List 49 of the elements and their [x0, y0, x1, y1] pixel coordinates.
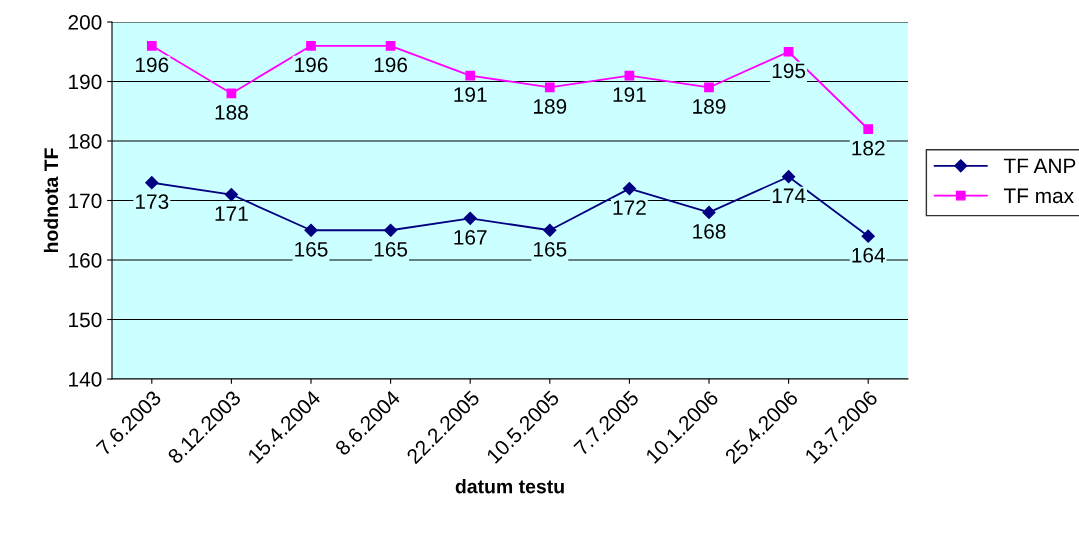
- point: [145, 176, 159, 190]
- data-label: 173: [136, 194, 169, 210]
- point: [861, 229, 875, 243]
- data-label: 168: [693, 224, 726, 239]
- point: [224, 187, 238, 202]
- data-label: 191: [613, 87, 646, 102]
- point: [544, 82, 555, 93]
- y-tick-label: 140: [69, 372, 102, 387]
- data-label: 171: [215, 206, 248, 221]
- y-axis-title: hodnota TF: [43, 148, 59, 253]
- point: [306, 40, 316, 51]
- y-tick-label: 160: [69, 253, 102, 268]
- y-tick-label: 150: [69, 312, 102, 328]
- data-label: 165: [295, 241, 328, 257]
- data-label: 195: [772, 63, 806, 79]
- y-tick-label: 170: [69, 193, 102, 209]
- point: [702, 205, 716, 219]
- data-label: 172: [613, 200, 646, 215]
- data-label: 165: [374, 241, 408, 257]
- point: [304, 223, 318, 237]
- point: [622, 182, 636, 196]
- data-label: 188: [215, 105, 248, 120]
- data-label: 196: [295, 57, 328, 73]
- data-label: 191: [454, 87, 487, 102]
- data-label: 196: [136, 57, 169, 73]
- point: [463, 211, 477, 225]
- point: [146, 40, 157, 51]
- legend-label: TF max: [1003, 188, 1074, 204]
- point: [384, 223, 398, 237]
- y-tick-label: 190: [69, 74, 102, 90]
- point: [543, 223, 557, 237]
- data-label: 174: [772, 188, 806, 203]
- data-label: 196: [374, 57, 408, 73]
- data-label: 165: [534, 241, 567, 257]
- y-tick-label: 180: [69, 134, 102, 149]
- data-label: 189: [534, 99, 567, 114]
- point: [465, 70, 476, 81]
- data-label: 189: [693, 99, 726, 114]
- point: [704, 82, 714, 93]
- point: [863, 124, 874, 134]
- data-label: 167: [454, 230, 487, 245]
- data-label: 164: [852, 247, 885, 263]
- x-axis-title: datum testu: [455, 479, 564, 494]
- data-label: 182: [852, 140, 885, 156]
- point: [385, 40, 396, 51]
- legend-label: TF ANP: [1003, 158, 1076, 174]
- point: [782, 170, 796, 184]
- y-tick-label: 200: [68, 15, 102, 30]
- point: [783, 46, 794, 57]
